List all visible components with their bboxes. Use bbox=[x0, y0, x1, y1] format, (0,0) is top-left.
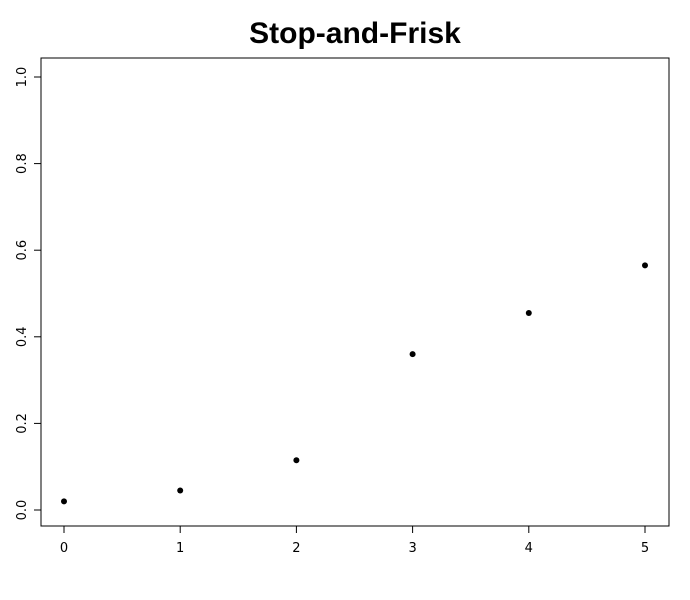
y-tick-label: 0.8 bbox=[15, 153, 30, 174]
x-tick-label: 0 bbox=[60, 541, 68, 556]
y-tick-label: 1.0 bbox=[15, 67, 30, 88]
data-point bbox=[177, 487, 184, 494]
x-tick-label: 4 bbox=[525, 541, 533, 556]
y-tick-label: 0.0 bbox=[15, 500, 30, 521]
plot-frame bbox=[40, 57, 670, 527]
data-point bbox=[409, 351, 416, 358]
y-tick-label: 0.2 bbox=[15, 413, 30, 434]
chart-title: Stop-and-Frisk bbox=[249, 17, 461, 50]
y-tick-label: 0.4 bbox=[15, 326, 30, 347]
data-point bbox=[293, 457, 300, 464]
x-tick-label: 5 bbox=[641, 541, 649, 556]
data-point bbox=[525, 309, 532, 316]
data-points bbox=[61, 262, 648, 505]
y-tick-label: 0.6 bbox=[15, 240, 30, 261]
x-tick-label: 2 bbox=[292, 541, 300, 556]
x-tick-label: 1 bbox=[176, 541, 184, 556]
x-tick-label: 3 bbox=[408, 541, 416, 556]
data-point bbox=[61, 498, 67, 505]
data-point bbox=[642, 262, 648, 269]
y-axis: 0.0 0.2 0.4 0.6 0.8 1.0 bbox=[15, 67, 42, 521]
x-axis: 0 1 2 3 4 5 bbox=[60, 525, 649, 556]
